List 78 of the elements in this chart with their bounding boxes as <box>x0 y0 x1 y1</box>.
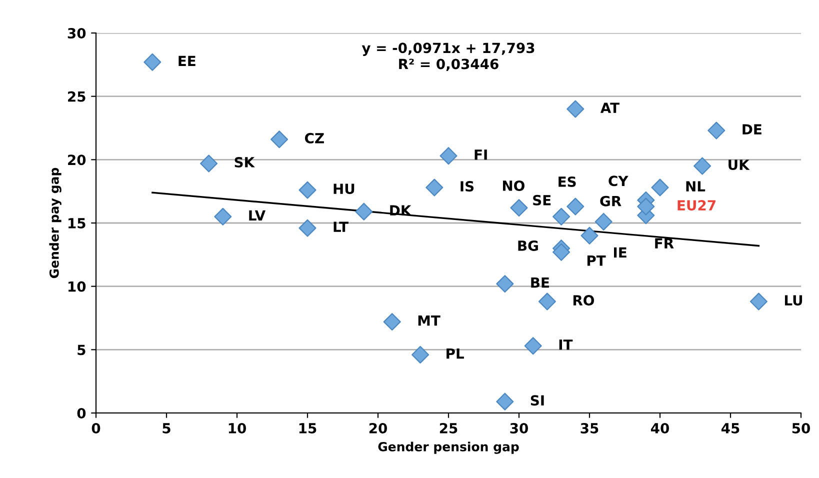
point <box>538 292 556 310</box>
y-axis-title: Gender pay gap <box>49 168 62 278</box>
point <box>552 208 570 226</box>
point <box>580 226 598 244</box>
x-tick-label: 20 <box>369 422 387 434</box>
annotation: PL <box>446 348 464 359</box>
x-tick-label: 45 <box>721 423 740 434</box>
annotation: R² = 0,03446 <box>399 58 498 71</box>
point <box>200 154 218 172</box>
y-tick-label: 20 <box>68 154 86 166</box>
point <box>651 178 669 196</box>
x-tick-label: 35 <box>580 422 598 434</box>
annotation: UK <box>728 160 750 170</box>
annotation: IE <box>614 247 626 258</box>
y-tick-label: 30 <box>68 28 86 38</box>
annotation: LU <box>784 295 802 306</box>
annotation: BG <box>518 240 538 251</box>
point <box>708 122 726 140</box>
annotation: HU <box>334 184 354 194</box>
point <box>298 219 316 237</box>
annotation: SK <box>234 156 255 168</box>
annotation: SE <box>533 194 551 206</box>
point <box>496 275 514 293</box>
point <box>694 157 712 175</box>
annotation: RO <box>573 295 594 306</box>
y-tick-label: 10 <box>68 281 86 292</box>
point <box>637 198 655 216</box>
point <box>440 147 458 165</box>
point <box>144 53 162 71</box>
annotation: FI <box>474 150 487 160</box>
annotation: y = -0,0971x + 17,793 <box>362 42 534 56</box>
annotation: NO <box>503 180 524 191</box>
annotation: AT <box>600 102 620 113</box>
point <box>524 337 542 355</box>
x-tick-label: 25 <box>440 422 458 434</box>
annotation: PT <box>587 256 606 266</box>
annotation: DE <box>742 124 762 134</box>
x-tick-label: 5 <box>162 423 170 434</box>
x-tick-label: 15 <box>299 423 316 434</box>
x-tick-label: 10 <box>228 422 246 434</box>
point <box>355 202 373 220</box>
annotation: ES <box>558 176 576 187</box>
x-axis-title: Gender pension gap <box>378 442 519 454</box>
annotation: BE <box>531 278 549 288</box>
point <box>426 178 444 196</box>
annotation: SI <box>530 395 544 406</box>
point <box>270 130 288 148</box>
point <box>594 212 612 231</box>
x-tick-label: 50 <box>792 422 810 434</box>
point <box>552 243 570 261</box>
x-tick-label: 30 <box>510 422 528 434</box>
point <box>412 346 430 364</box>
annotation: CY <box>608 176 628 186</box>
x-tick-label: 40 <box>650 422 669 434</box>
point <box>214 208 232 226</box>
annotation: CZ <box>304 132 324 144</box>
point <box>510 199 528 217</box>
annotation: EE <box>178 56 196 66</box>
annotation: GR <box>600 196 622 206</box>
annotation: LT <box>334 222 348 232</box>
point <box>566 100 584 118</box>
annotation: MT <box>418 316 440 326</box>
annotation: IT <box>559 340 573 350</box>
series-label: EU27 <box>678 200 716 211</box>
annotation: NL <box>686 181 706 192</box>
point <box>750 292 768 310</box>
annotation: LV <box>249 210 266 220</box>
x-tick-label: 0 <box>92 422 100 434</box>
point <box>496 392 514 410</box>
annotation: IS <box>460 181 474 192</box>
y-tick-label: 5 <box>78 344 86 356</box>
point <box>298 181 316 199</box>
point <box>566 198 584 216</box>
point <box>383 313 401 331</box>
y-tick-label: 25 <box>68 91 86 102</box>
annotation: FR <box>655 238 674 248</box>
y-tick-label: 0 <box>77 408 86 418</box>
y-tick-label: 15 <box>68 218 86 228</box>
